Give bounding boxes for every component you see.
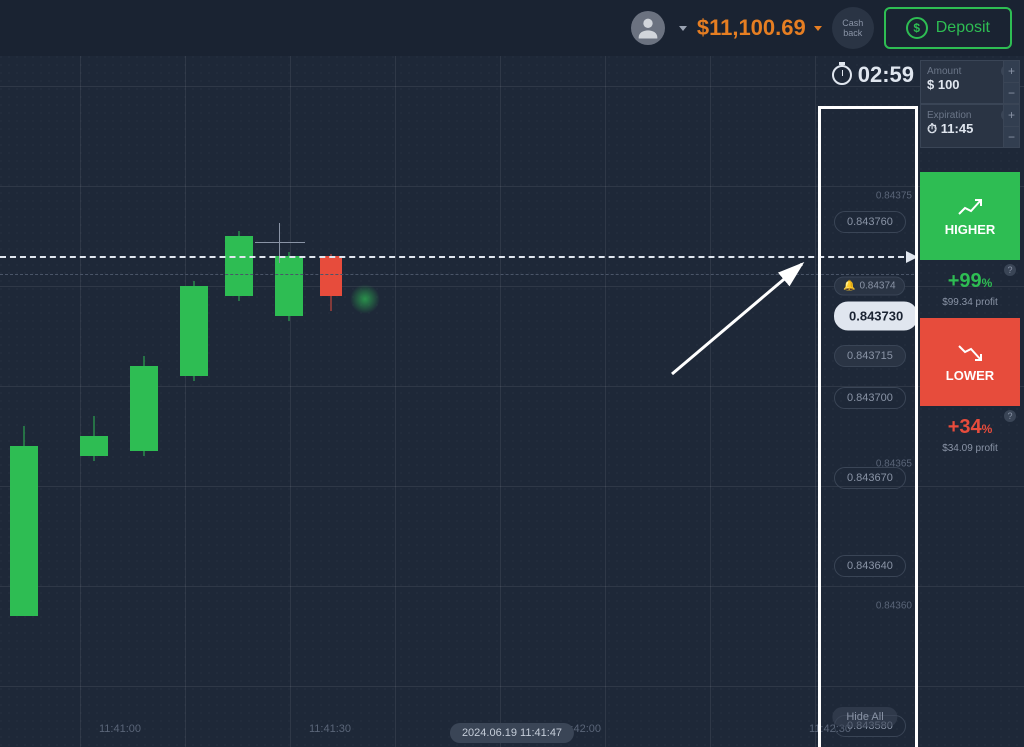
stopwatch-icon: [832, 65, 852, 85]
expiration-minus[interactable]: −: [1003, 127, 1019, 148]
price-pill[interactable]: 0.843715: [834, 345, 906, 367]
trend-up-icon: [957, 196, 983, 216]
expiration-box[interactable]: Expiration? ⏱ 11:45 +−: [920, 104, 1020, 148]
deposit-button[interactable]: $ Deposit: [884, 7, 1012, 49]
chart-area[interactable]: 0.843750.843650.84360 0.843760🔔0.843740.…: [0, 56, 1024, 747]
price-pill[interactable]: 0.843670: [834, 467, 906, 489]
trade-panel: Amount? $ 100 +− Expiration? ⏱ 11:45 +− …: [920, 60, 1020, 464]
higher-button[interactable]: HIGHER: [920, 172, 1020, 260]
amount-plus[interactable]: +: [1003, 61, 1019, 83]
hide-all-button[interactable]: Hide All: [832, 707, 897, 727]
avatar[interactable]: [631, 11, 665, 45]
balance[interactable]: $11,100.69: [697, 15, 822, 41]
price-pill[interactable]: 0.843730: [834, 302, 918, 331]
price-pill[interactable]: 🔔0.84374: [834, 277, 905, 296]
amount-minus[interactable]: −: [1003, 83, 1019, 104]
deposit-icon: $: [906, 17, 928, 39]
x-axis-label: 11:41:00: [99, 723, 141, 735]
amount-box[interactable]: Amount? $ 100 +−: [920, 60, 1020, 104]
x-axis-label: 11:41:30: [309, 723, 351, 735]
higher-profit: ? +99% $99.34 profit: [920, 260, 1020, 318]
avatar-caret-icon[interactable]: [679, 26, 687, 31]
price-pill[interactable]: 0.843640: [834, 555, 906, 577]
trend-down-icon: [957, 342, 983, 362]
price-pill[interactable]: 0.843760: [834, 211, 906, 233]
higher-help-icon[interactable]: ?: [1004, 264, 1016, 276]
price-column: 0.843760 🔔0.84374 0.843730 0.843715 0.843700…: [826, 116, 916, 707]
lower-button[interactable]: LOWER: [920, 318, 1020, 406]
balance-value: $11,100.69: [697, 15, 806, 41]
lower-profit: ? +34% $34.09 profit: [920, 406, 1020, 464]
price-pill[interactable]: 0.843700: [834, 387, 906, 409]
lower-help-icon[interactable]: ?: [1004, 410, 1016, 422]
balance-caret-icon: [814, 26, 822, 31]
datetime-pill: 2024.06.19 11:41:47: [450, 723, 574, 743]
header: $11,100.69 Cash back $ Deposit: [0, 0, 1024, 56]
cashback-button[interactable]: Cash back: [832, 7, 874, 49]
expiration-plus[interactable]: +: [1003, 105, 1019, 127]
countdown-timer: 02:59: [832, 62, 914, 88]
